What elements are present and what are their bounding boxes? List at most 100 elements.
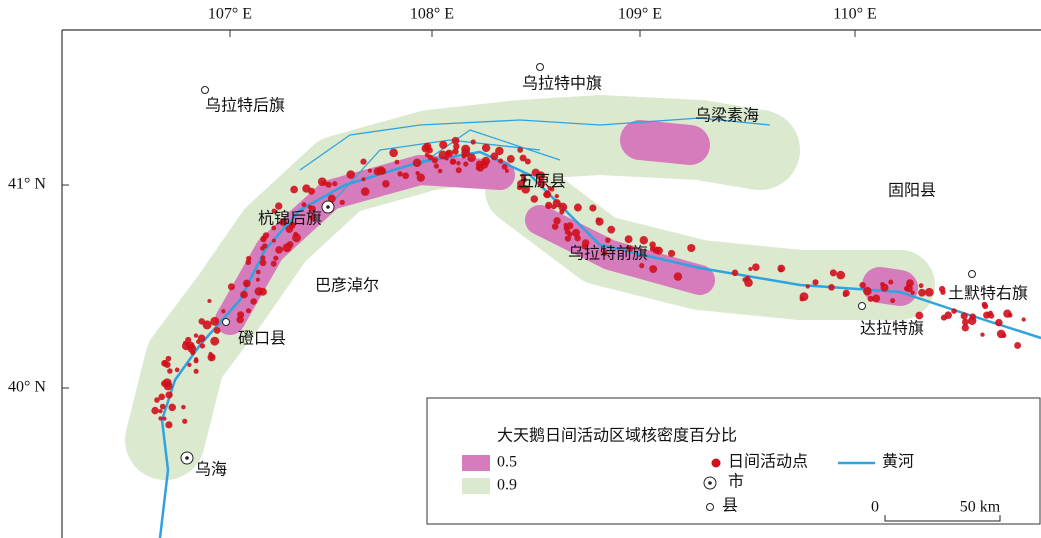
legend: 大天鹅日间活动区域核密度百分比 0.5 0.9 日间活动点 黄河 市 县 0 5…: [427, 398, 1040, 524]
activity-point: [438, 169, 443, 174]
activity-point: [415, 171, 419, 175]
map: 107° E108° E109° E110° E41° N40° N 乌拉特后旗…: [0, 0, 1041, 538]
activity-point: [183, 341, 187, 345]
activity-point: [322, 181, 327, 186]
activity-point: [452, 160, 456, 164]
legend-label: 日间活动点: [728, 453, 808, 471]
activity-point: [461, 154, 466, 159]
activity-point: [951, 308, 957, 314]
place-label: 达拉特旗: [860, 320, 924, 338]
county-marker: [969, 271, 976, 278]
activity-point: [596, 217, 601, 222]
activity-point: [828, 284, 835, 291]
activity-point: [360, 159, 366, 165]
activity-point: [476, 164, 484, 172]
activity-point: [925, 288, 934, 297]
activity-point: [236, 316, 243, 323]
city-marker: [185, 456, 189, 460]
activity-point: [151, 407, 158, 414]
activity-point: [836, 271, 845, 280]
activity-point: [256, 270, 261, 275]
swatch-0-5: [462, 455, 490, 471]
activity-point: [843, 290, 850, 297]
activity-point: [260, 259, 267, 266]
activity-point: [308, 205, 312, 209]
legend-label: 市: [728, 473, 744, 491]
lat-label: 41° N: [8, 176, 46, 193]
activity-point: [182, 419, 187, 424]
activity-point: [559, 210, 564, 215]
swatch-0-9: [462, 478, 490, 494]
activity-point: [997, 330, 1006, 339]
activity-point: [910, 290, 914, 294]
activity-point: [194, 333, 198, 337]
activity-point: [490, 152, 498, 160]
density-0-5: [640, 140, 690, 145]
activity-point: [361, 177, 365, 181]
activity-point: [551, 204, 556, 209]
activity-point: [346, 170, 355, 179]
activity-point: [260, 236, 266, 242]
activity-point: [302, 202, 307, 207]
activity-point: [574, 204, 582, 212]
activity-point: [572, 229, 580, 237]
page: {"map": { "graticule": {"longitudes": ["…: [0, 0, 1041, 538]
place-label: 乌拉特后旗: [205, 97, 285, 115]
activity-point: [566, 222, 573, 229]
activity-point: [507, 155, 515, 163]
activity-point: [995, 319, 1003, 327]
activity-point: [502, 164, 508, 170]
activity-point: [262, 243, 267, 248]
scale-label: 50 km: [960, 499, 1001, 516]
activity-point: [158, 409, 162, 413]
activity-point: [439, 141, 447, 149]
place-label: 磴口县: [238, 330, 286, 348]
activity-point: [368, 169, 372, 173]
county-marker: [537, 64, 544, 71]
activity-point: [194, 357, 198, 361]
activity-point: [988, 311, 993, 316]
activity-point: [880, 282, 885, 287]
activity-point: [812, 279, 818, 285]
activity-point: [290, 186, 298, 194]
activity-point: [745, 276, 750, 281]
place-label: 固阳县: [888, 182, 936, 200]
activity-point: [245, 259, 251, 265]
activity-point: [200, 343, 205, 348]
county-marker: [223, 319, 230, 326]
activity-point: [674, 272, 682, 280]
activity-point: [397, 171, 402, 176]
activity-point: [461, 145, 470, 154]
activity-point: [640, 236, 648, 244]
activity-point: [158, 393, 165, 400]
activity-point: [395, 160, 400, 165]
activity-point: [962, 319, 969, 326]
activity-point: [165, 391, 172, 398]
activity-point: [377, 166, 385, 174]
activity-point: [196, 339, 201, 344]
activity-point: [531, 195, 539, 203]
activity-point: [463, 161, 468, 166]
place-label: 杭锦后旗: [258, 210, 322, 228]
activity-point: [198, 318, 204, 324]
activity-point: [668, 250, 675, 257]
place-label: 乌梁素海: [695, 107, 759, 125]
scale-label: 0: [871, 499, 879, 516]
activity-point: [194, 369, 199, 374]
place-label: 乌拉特中旗: [522, 75, 602, 93]
activity-point: [649, 265, 657, 273]
city-symbol: [708, 481, 712, 485]
legend-title: 大天鹅日间活动区域核密度百分比: [497, 427, 737, 445]
activity-point: [402, 172, 409, 179]
activity-point: [830, 269, 837, 276]
activity-point: [165, 421, 172, 428]
activity-point: [210, 337, 219, 346]
county-marker: [202, 87, 209, 94]
activity-point: [520, 155, 527, 162]
activity-point: [732, 270, 739, 277]
activity-point: [607, 226, 615, 234]
point-symbol: [712, 459, 721, 468]
activity-point: [505, 169, 509, 173]
activity-point: [434, 163, 439, 168]
activity-point: [961, 312, 968, 319]
